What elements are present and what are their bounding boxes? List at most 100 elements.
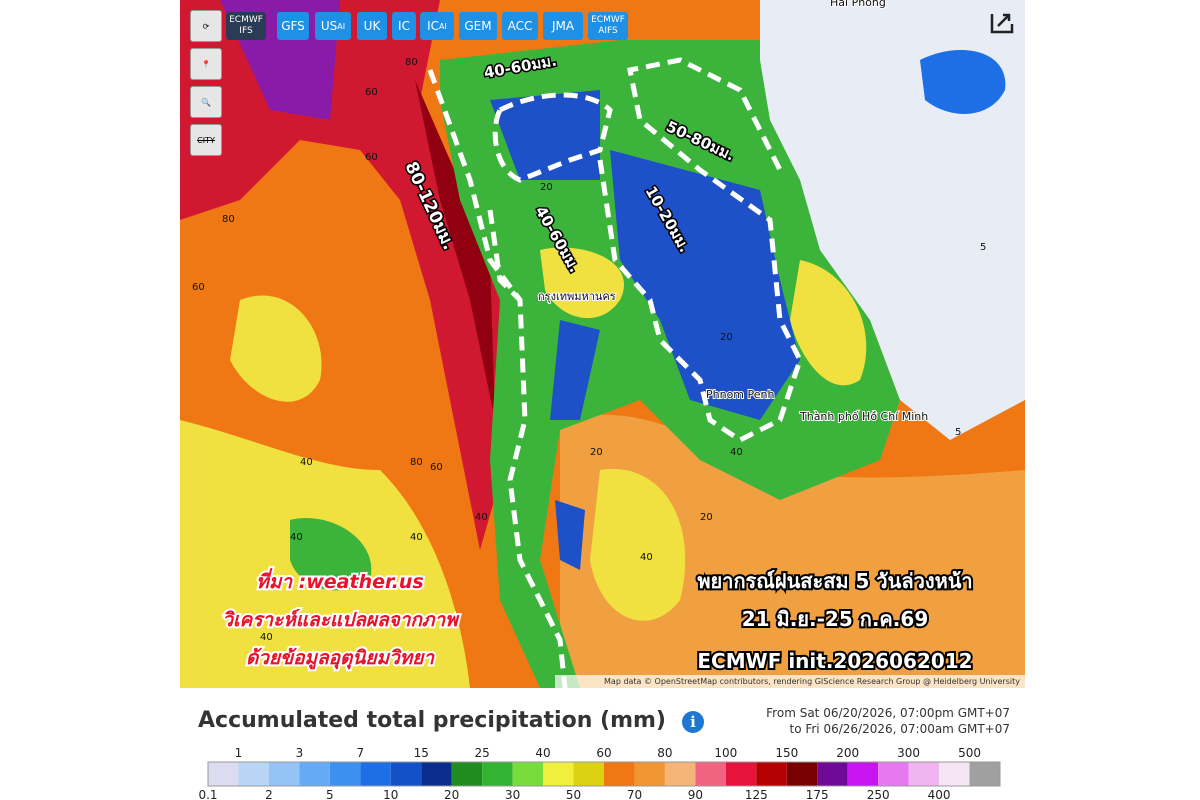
model-label: US — [320, 18, 338, 33]
city: Hai Phong — [830, 0, 886, 9]
legend-tick-label: 7 — [356, 746, 364, 760]
contour-label: 80 — [405, 57, 418, 68]
legend-tick-label: 90 — [688, 788, 703, 800]
forecast-text: พยากรณ์ฝนสะสม 5 วันล่วงหน้า — [697, 569, 972, 593]
legend-swatch — [725, 762, 757, 786]
legend-title: Accumulated total precipitation (mm) — [198, 708, 666, 733]
contour-label: 40 — [730, 447, 743, 458]
color-legend: 0.1 1 2 3 5 7 10 15 20 25 30 40 50 60 70 80 90 100 125 150 1… — [198, 746, 1001, 800]
attribution: Map data © OpenStreetMap contributors, r… — [604, 677, 1020, 686]
contour-label: 40 — [640, 552, 653, 563]
legend-swatch — [786, 762, 818, 786]
refresh-button[interactable]: ⟳ — [190, 10, 222, 42]
legend-swatch — [634, 762, 665, 786]
model-label: ACC — [507, 18, 533, 33]
model-sub: AI — [439, 21, 447, 31]
legend-tick-label: 80 — [657, 746, 672, 760]
contour-label: 20 — [700, 512, 713, 523]
model-label: UK — [363, 18, 381, 33]
map-canvas: 40-60มม. 80-120มม. 50-80มม. 10-20มม. 40-… — [180, 0, 1025, 688]
city-toggle[interactable]: CITY — [190, 124, 222, 156]
city: Phnom Penh — [706, 388, 774, 401]
legend-tick-label: 60 — [596, 746, 611, 760]
legend-swatch — [329, 762, 361, 786]
model-sub: AI — [337, 21, 346, 31]
legend-swatch — [939, 762, 970, 786]
legend-tick-label: 30 — [505, 788, 520, 800]
model-button[interactable]: ECMWF IFS — [226, 12, 266, 40]
model-button[interactable]: JMA — [543, 12, 583, 40]
legend-tick-label: 2 — [265, 788, 273, 800]
model-button[interactable]: IC — [392, 12, 416, 40]
model-button[interactable]: IC AI — [420, 12, 454, 40]
share-icon[interactable] — [990, 13, 1014, 34]
contour-label: 40 — [290, 532, 303, 543]
attribution-bg — [555, 675, 1025, 688]
source-text: ด้วยข้อมูลอุตุนิยมวิทยา — [246, 647, 435, 670]
legend-tick-label: 250 — [867, 788, 890, 800]
contour-label: 60 — [365, 87, 378, 98]
rain-yellow — [230, 295, 322, 402]
legend-swatch — [512, 762, 544, 786]
map[interactable]: 40-60มม. 80-120มม. 50-80มม. 10-20มม. 40-… — [180, 0, 1025, 688]
legend-swatch — [908, 762, 940, 786]
location-button[interactable]: 📍 — [190, 48, 222, 80]
rain-blue — [610, 150, 800, 420]
legend-swatch — [756, 762, 787, 786]
contour-label: 60 — [192, 282, 205, 293]
legend-tick-label: 3 — [296, 746, 304, 760]
model-label: GFS — [281, 18, 305, 33]
zoom-button[interactable]: 🔍 — [190, 86, 222, 118]
rain-darkred — [415, 80, 495, 420]
contour-label: 60 — [430, 462, 443, 473]
legend-tick-label: 10 — [383, 788, 398, 800]
model-label: IC — [427, 18, 440, 33]
legend-swatch — [238, 762, 269, 786]
model-label: IC — [398, 18, 410, 33]
legend-swatch — [360, 762, 391, 786]
legend-swatch — [421, 762, 452, 786]
legend-tick-label: 25 — [475, 746, 490, 760]
rain-red — [180, 0, 500, 550]
rain-yellow — [540, 247, 624, 319]
legend-tick-label: 300 — [897, 746, 920, 760]
rain-yellow — [790, 260, 867, 386]
legend-swatch — [299, 762, 330, 786]
contour-label: 60 — [365, 152, 378, 163]
rain-blue — [555, 500, 585, 570]
info-button[interactable]: i — [682, 711, 704, 733]
legend-tick-label: 40 — [535, 746, 550, 760]
contour-label: 40 — [300, 457, 313, 468]
legend-swatch — [695, 762, 726, 786]
legend-swatch — [451, 762, 483, 786]
forecast-text: ECMWF init.2026062012 — [697, 649, 972, 673]
legend-tick-label: 15 — [414, 746, 429, 760]
rain-yellow — [590, 468, 686, 621]
model-button[interactable]: ECMWF AIFS — [588, 12, 628, 40]
legend-swatch — [208, 762, 239, 786]
contour-label: 20 — [590, 447, 603, 458]
legend-tick-label: 200 — [836, 746, 859, 760]
model-label: ECMWF IFS — [229, 15, 263, 36]
legend-frame — [207, 761, 1001, 787]
legend-swatch — [543, 762, 574, 786]
model-button[interactable]: GFS — [277, 12, 309, 40]
model-label: GEM — [464, 18, 492, 33]
contour-label: 80 — [222, 214, 235, 225]
model-label: JMA — [551, 18, 575, 33]
legend-swatch — [969, 762, 1000, 786]
forecast-text: 21 มิ.ย.-25 ก.ค.69 — [742, 607, 929, 631]
legend-tick-label: 1 — [235, 746, 243, 760]
model-button[interactable]: ACC — [502, 12, 538, 40]
model-button[interactable]: UK — [357, 12, 387, 40]
legend-tick-label: 5 — [326, 788, 334, 800]
legend-swatch — [268, 762, 300, 786]
legend-swatch — [664, 762, 696, 786]
source-text: ที่มา :weather.us — [256, 568, 423, 593]
contour-label: 40 — [410, 532, 423, 543]
city: Thành phố Hồ Chí Minh — [799, 410, 928, 423]
date-range: to Fri 06/26/2026, 07:00am GMT+07 — [789, 722, 1010, 736]
model-button[interactable]: US AI — [315, 12, 351, 40]
model-button[interactable]: GEM — [459, 12, 497, 40]
legend-tick-label: 50 — [566, 788, 581, 800]
